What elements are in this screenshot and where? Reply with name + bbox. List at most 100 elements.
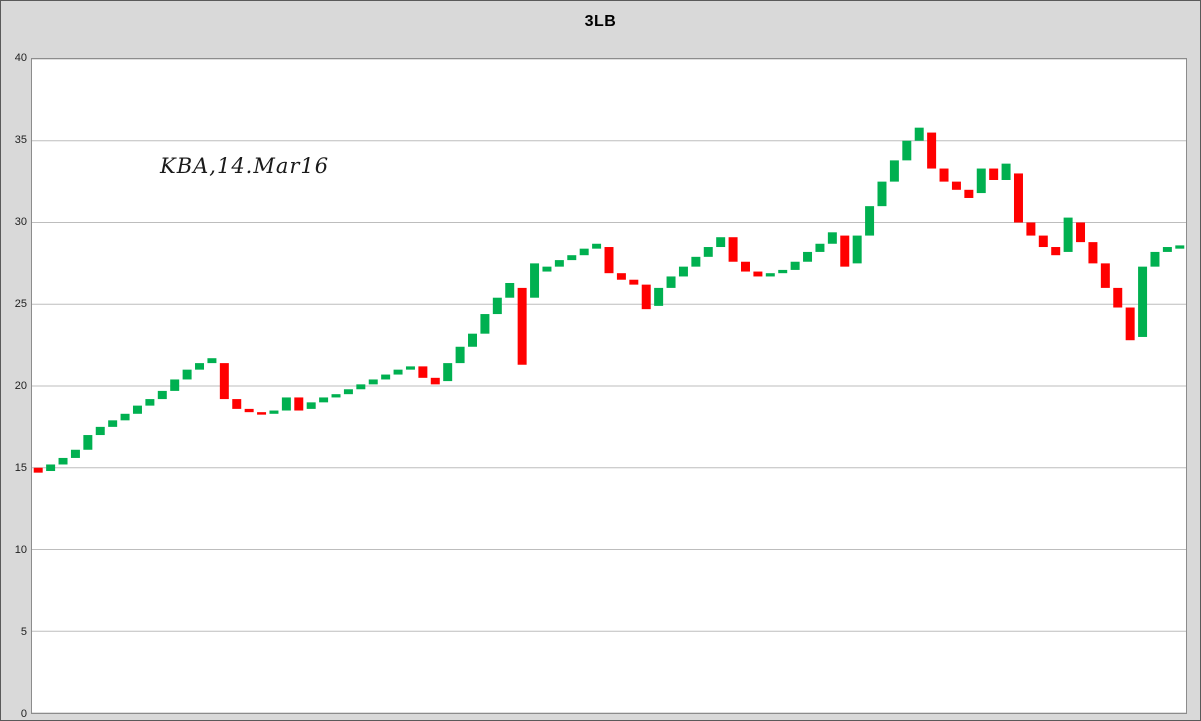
- price-bar-up: [827, 232, 837, 244]
- y-tick-label: 5: [20, 626, 27, 638]
- price-bar-up: [182, 369, 192, 380]
- price-bar-up: [331, 394, 341, 398]
- price-bar-up: [1138, 266, 1148, 337]
- price-bar-up: [1162, 247, 1172, 252]
- price-bar-down: [1100, 263, 1110, 288]
- price-bar-up: [157, 390, 167, 400]
- price-bar-down: [418, 366, 428, 378]
- price-bar-up: [703, 247, 713, 257]
- price-bar-up: [393, 369, 403, 375]
- price-bar-down: [840, 235, 850, 267]
- price-bar-down: [927, 132, 937, 169]
- price-bar-down: [951, 181, 961, 190]
- price-bar-up: [108, 420, 118, 427]
- price-bar-down: [741, 261, 750, 272]
- y-tick-label: 15: [14, 462, 27, 474]
- price-bar-up: [666, 276, 676, 288]
- price-bar-down: [1113, 287, 1123, 308]
- price-bar-up: [1001, 163, 1011, 180]
- price-bar-up: [343, 389, 353, 395]
- price-bar-down: [244, 408, 254, 413]
- price-bar-up: [902, 140, 912, 161]
- price-bar-up: [468, 333, 477, 347]
- price-bar-up: [368, 379, 378, 385]
- price-bar-up: [1175, 245, 1185, 249]
- price-bar-up: [1063, 217, 1073, 252]
- y-tick-label: 20: [14, 380, 27, 392]
- price-bar-up: [269, 410, 279, 414]
- price-bar-down: [616, 273, 626, 280]
- price-bar-down: [33, 467, 43, 473]
- price-bar-down: [604, 247, 614, 274]
- price-bar-up: [803, 251, 813, 262]
- price-bar-up: [678, 266, 688, 277]
- price-bar-down: [1088, 242, 1098, 264]
- price-bar-up: [654, 287, 664, 306]
- price-bar-up: [1150, 251, 1160, 267]
- price-bar-down: [939, 168, 949, 182]
- price-bar-up: [889, 160, 899, 182]
- price-bar-up: [579, 248, 589, 256]
- price-bar-up: [790, 261, 800, 270]
- price-bar-up: [381, 374, 391, 380]
- price-bar-down: [232, 399, 242, 409]
- price-bar-up: [877, 181, 887, 207]
- price-bar-up: [691, 256, 701, 267]
- price-bar-up: [505, 282, 515, 298]
- price-bar-up: [132, 405, 142, 414]
- price-bar-up: [356, 384, 366, 390]
- price-bar-up: [554, 260, 564, 267]
- price-bar-up: [83, 435, 93, 450]
- price-bar-up: [306, 402, 316, 409]
- price-bar-down: [1076, 222, 1086, 243]
- y-tick-label: 10: [14, 544, 27, 556]
- y-tick-label: 0: [20, 708, 27, 720]
- price-bar-down: [219, 363, 229, 400]
- price-bar-up: [865, 206, 875, 236]
- price-bar-down: [728, 237, 738, 262]
- price-bar-down: [753, 271, 763, 277]
- price-bar-up: [567, 255, 577, 261]
- price-bar-up: [58, 457, 68, 465]
- price-bar-down: [1051, 247, 1061, 256]
- price-bar-up: [145, 399, 155, 406]
- price-bar-up: [46, 464, 56, 472]
- price-bar-up: [492, 297, 502, 315]
- price-bar-up: [170, 379, 180, 391]
- price-bar-up: [120, 413, 130, 421]
- price-bar-down: [964, 189, 974, 198]
- price-bar-up: [443, 363, 453, 382]
- price-bar-down: [1038, 235, 1048, 248]
- price-bar-down: [257, 412, 267, 415]
- price-bar-up: [480, 314, 490, 334]
- price-bar-up: [405, 366, 415, 370]
- price-bar-up: [778, 269, 788, 274]
- price-bar-up: [455, 346, 465, 364]
- price-bar-down: [1125, 307, 1135, 341]
- price-bar-up: [592, 243, 602, 249]
- price-bar-up: [195, 363, 205, 370]
- price-bar-up: [914, 127, 924, 141]
- price-bar-down: [517, 287, 527, 365]
- y-tick-label: 35: [14, 134, 27, 146]
- price-bar-down: [629, 279, 639, 285]
- price-bar-down: [641, 284, 651, 310]
- price-bar-up: [530, 263, 540, 298]
- chart-title: 3LB: [584, 13, 617, 30]
- price-bar-up: [542, 266, 552, 272]
- price-bar-down: [989, 168, 999, 180]
- price-bar-down: [294, 397, 304, 411]
- price-bar-up: [852, 235, 862, 264]
- y-tick-label: 25: [14, 298, 27, 310]
- price-bar-up: [95, 426, 105, 436]
- price-bar-down: [430, 377, 440, 385]
- plot-area: KBA,14.Mar16: [31, 58, 1187, 714]
- y-tick-label: 30: [14, 216, 27, 228]
- price-bar-down: [1026, 222, 1036, 236]
- price-bar-down: [1013, 173, 1023, 223]
- price-bar-up: [815, 243, 825, 252]
- price-bar-up: [716, 237, 726, 248]
- price-bar-up: [976, 168, 986, 194]
- price-bar-up: [70, 449, 80, 458]
